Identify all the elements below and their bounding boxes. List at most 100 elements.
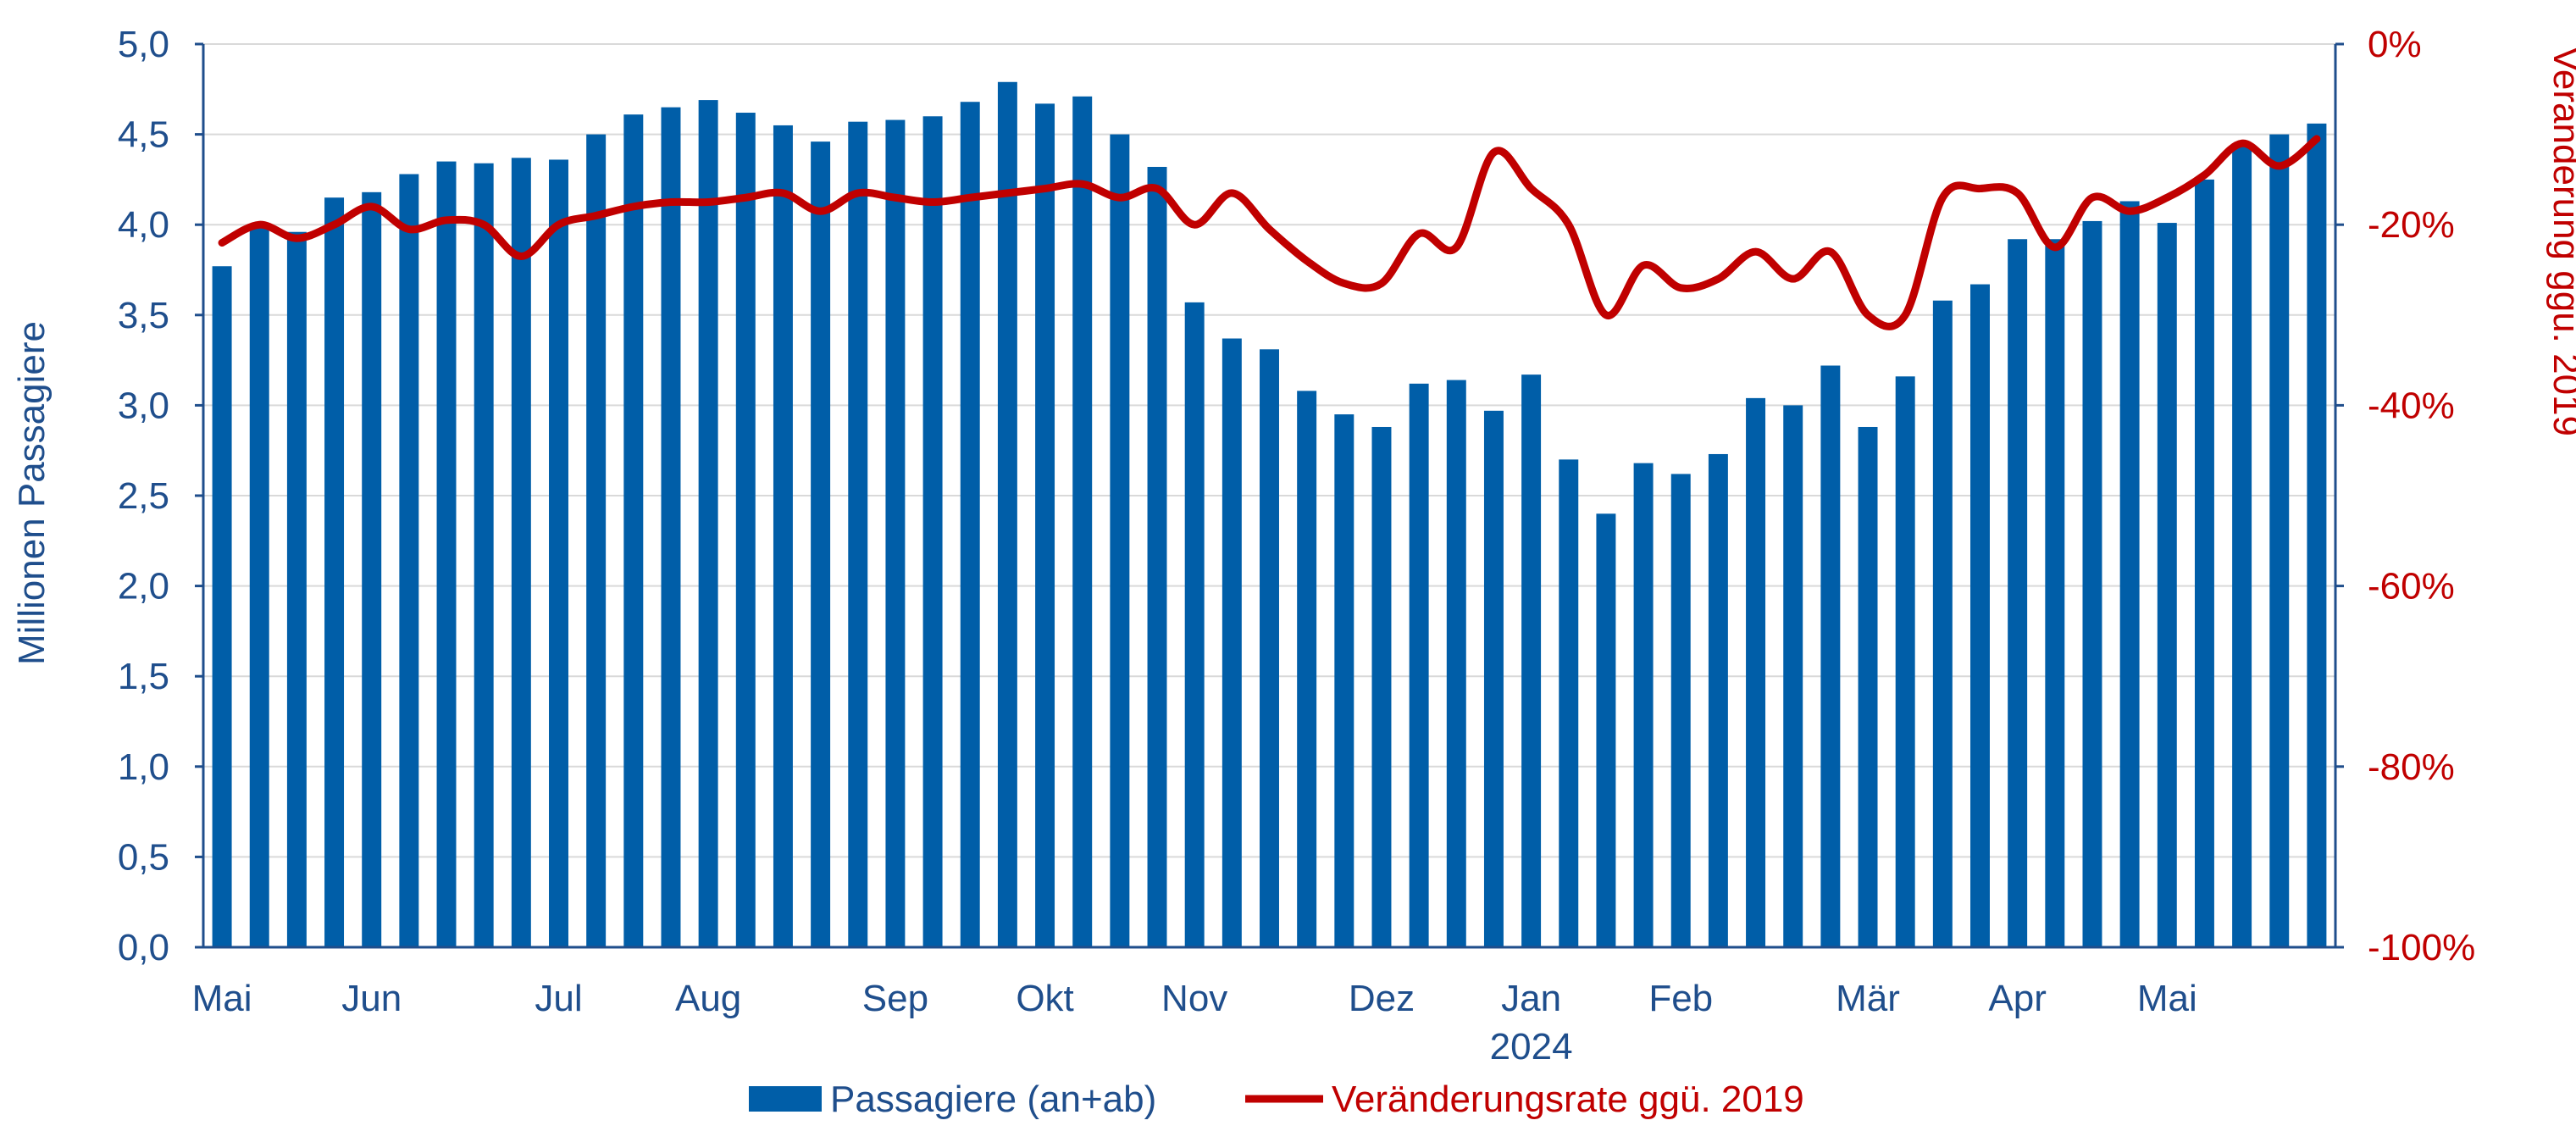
bar	[324, 197, 345, 948]
bar	[212, 266, 232, 948]
bar	[1072, 96, 1093, 947]
bar	[1521, 374, 1542, 947]
left-tick-label: 4,0	[118, 204, 169, 246]
right-tick-label: 0%	[2368, 24, 2422, 65]
line-series	[218, 135, 2321, 330]
left-tick-label: 1,5	[118, 656, 169, 697]
bar	[997, 81, 1017, 948]
bar	[848, 121, 868, 947]
bar	[586, 134, 607, 948]
x-tick-label: Feb	[1648, 978, 1713, 1019]
legend-bar-label: Passagiere (an+ab)	[830, 1079, 1156, 1120]
bar-series	[212, 81, 2327, 948]
x-tick-label: Mär	[1836, 978, 1900, 1019]
change-rate-line	[218, 135, 2321, 330]
bar	[2045, 239, 2065, 948]
x-tick-label: Jun	[341, 978, 402, 1019]
bar	[623, 114, 644, 947]
right-tick-label: -40%	[2368, 385, 2455, 426]
bar	[2269, 134, 2290, 948]
bar	[511, 158, 531, 948]
bar	[1184, 302, 1205, 948]
bar	[885, 119, 906, 947]
bar	[2157, 223, 2177, 947]
left-tick-label: 5,0	[118, 24, 169, 65]
bar	[1858, 426, 1878, 947]
bar	[1260, 349, 1279, 948]
x-tick-label: Jan	[1501, 978, 1561, 1019]
bar	[1895, 376, 1915, 948]
left-tick-label: 3,0	[118, 385, 169, 426]
bar	[474, 163, 494, 947]
bar	[249, 225, 269, 947]
bar	[1596, 513, 1616, 947]
bar	[1483, 410, 1504, 947]
legend-bar-swatch	[749, 1086, 822, 1112]
bar	[1035, 103, 1055, 947]
right-axis-title: Veränderung ggü. 2019	[2546, 47, 2576, 436]
left-tick-label: 2,0	[118, 566, 169, 607]
bar	[436, 161, 457, 947]
bar	[2307, 123, 2327, 948]
right-tick-label: -60%	[2368, 566, 2455, 607]
bar	[735, 113, 756, 948]
bar	[2119, 201, 2140, 947]
bar	[1746, 397, 1766, 947]
x-tick-label: Aug	[675, 978, 741, 1019]
bar	[698, 100, 718, 948]
bar	[960, 102, 980, 947]
bar	[1970, 284, 1990, 947]
bar	[922, 116, 943, 947]
x-tick-label: Mai	[2137, 978, 2197, 1019]
bar	[811, 141, 831, 948]
left-tick-label: 0,5	[118, 836, 169, 878]
bar	[549, 159, 568, 947]
left-tick-label: 0,0	[118, 927, 169, 968]
bar	[1222, 338, 1242, 947]
bar	[2232, 143, 2252, 947]
left-axis-title: Millionen Passagiere	[11, 321, 53, 665]
bar	[2008, 239, 2028, 948]
bar	[1633, 463, 1654, 947]
bar	[2194, 179, 2214, 947]
legend: Passagiere (an+ab) Veränderungsrate ggü.…	[749, 1079, 1804, 1120]
legend-line-label: Veränderungsrate ggü. 2019	[1332, 1079, 1804, 1120]
bar	[399, 174, 419, 947]
x-tick-label: Jul	[535, 978, 582, 1019]
bar	[1147, 166, 1167, 947]
bar	[1783, 405, 1803, 947]
right-axis-ticks: -100% -80% -60% -40% -20% 0%	[2368, 24, 2475, 968]
bar	[1110, 134, 1130, 948]
bar	[1670, 474, 1691, 947]
bar	[1820, 365, 1841, 948]
axes	[195, 42, 2344, 949]
left-tick-label: 4,5	[118, 114, 169, 156]
bar	[1334, 414, 1354, 947]
x-tick-label: Mai	[192, 978, 252, 1019]
bar	[1932, 300, 1953, 947]
bar	[1708, 453, 1728, 947]
bar	[1559, 459, 1579, 947]
x-tick-label: Nov	[1161, 978, 1227, 1019]
x-tick-label: Apr	[1988, 978, 2046, 1019]
x-tick-label: Sep	[862, 978, 928, 1019]
right-tick-label: -80%	[2368, 746, 2455, 788]
bar	[362, 191, 382, 948]
bar	[1297, 391, 1317, 947]
bar	[1446, 380, 1466, 947]
bar	[1371, 426, 1392, 947]
left-tick-label: 3,5	[118, 295, 169, 336]
bar	[2082, 220, 2102, 947]
bar	[773, 125, 793, 947]
right-tick-label: -20%	[2368, 204, 2455, 246]
left-tick-label: 2,5	[118, 475, 169, 517]
bar	[661, 107, 681, 948]
right-tick-label: -100%	[2368, 927, 2475, 968]
x-axis-ticks: Mai Jun Jul Aug Sep Okt Nov Dez Jan Feb Mär Apr Mai 2…	[192, 978, 2197, 1068]
bar	[286, 231, 307, 947]
year-label: 2024	[1490, 1026, 1573, 1068]
x-tick-label: Okt	[1016, 978, 1073, 1019]
bar	[1409, 383, 1429, 947]
